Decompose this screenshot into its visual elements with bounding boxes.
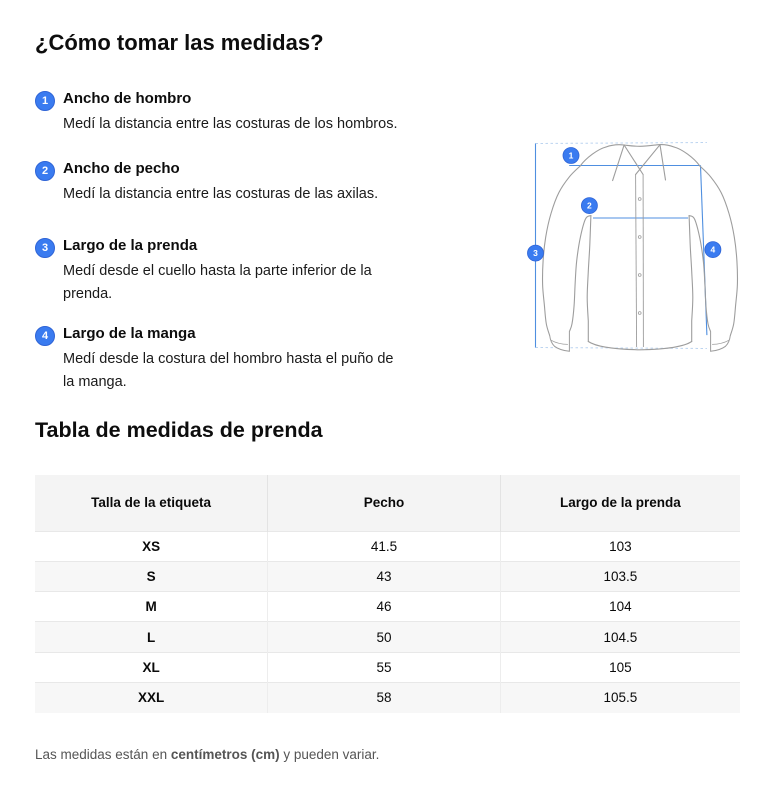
svg-text:1: 1 <box>569 150 574 160</box>
svg-text:3: 3 <box>533 248 538 258</box>
svg-text:2: 2 <box>587 200 592 210</box>
svg-text:4: 4 <box>711 244 716 254</box>
